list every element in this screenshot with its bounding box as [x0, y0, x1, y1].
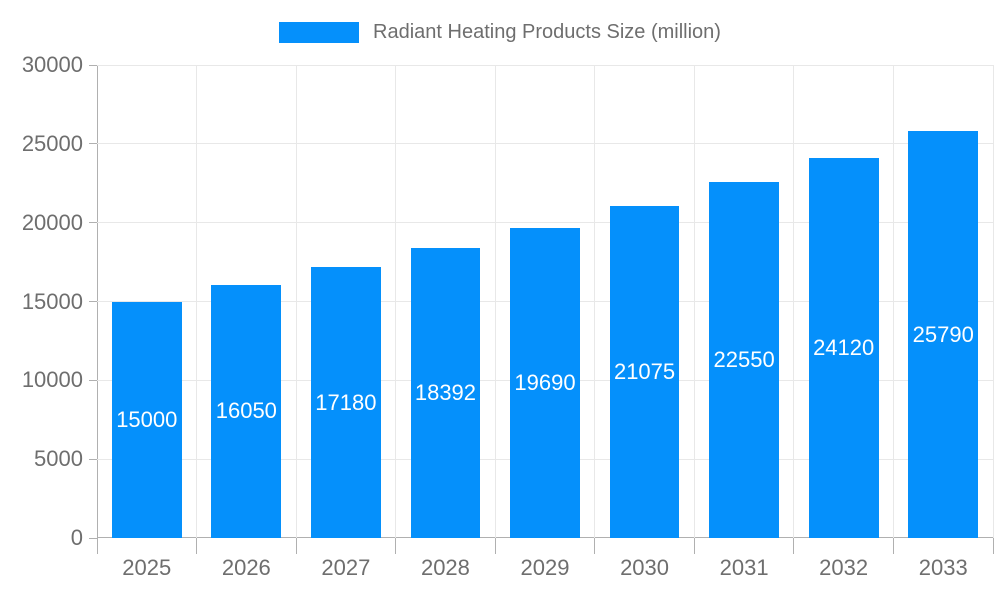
- x-axis-tick: [992, 538, 994, 554]
- bar-2028[interactable]: [410, 248, 481, 538]
- y-axis-label: 5000: [34, 446, 83, 472]
- y-axis-tick: [89, 143, 97, 145]
- bar-2033[interactable]: [908, 131, 979, 538]
- x-axis-label: 2027: [321, 555, 371, 580]
- y-axis-label: 15000: [21, 288, 83, 314]
- gridline-horizontal: [97, 143, 993, 145]
- x-axis-label: 2025: [122, 555, 172, 580]
- bar-value-label: 25790: [912, 321, 974, 347]
- gridline-vertical: [395, 65, 397, 538]
- y-axis-tick: [89, 301, 97, 302]
- y-axis-tick: [89, 458, 97, 460]
- gridline-vertical: [892, 65, 894, 538]
- gridline-vertical: [594, 65, 596, 538]
- y-axis-label: 30000: [21, 52, 83, 77]
- x-axis-tick: [793, 538, 795, 554]
- x-axis-tick: [594, 538, 596, 554]
- y-axis-tick: [89, 64, 97, 66]
- bar-value-label: 21075: [613, 358, 676, 384]
- y-axis-label: 25000: [21, 130, 83, 156]
- bar-value-label: 24120: [813, 334, 875, 360]
- y-axis-tick: [89, 222, 97, 224]
- bar-2032[interactable]: [808, 157, 879, 538]
- x-axis-tick: [693, 538, 695, 554]
- x-axis-label: 2033: [918, 555, 968, 580]
- x-axis-tick: [395, 538, 397, 554]
- legend-label: Radiant Heating Products Size (million): [373, 20, 721, 43]
- bar-value-label: 19690: [514, 369, 576, 395]
- x-axis-label: 2030: [620, 555, 670, 580]
- y-axis-label: 10000: [21, 367, 83, 393]
- x-axis-tick: [494, 538, 496, 554]
- x-axis-tick: [892, 538, 894, 554]
- legend-swatch-icon: [279, 21, 360, 43]
- y-axis-label: 0: [70, 525, 83, 550]
- y-axis-tick: [89, 537, 97, 539]
- y-axis-line: [97, 65, 98, 554]
- gridline-vertical: [992, 65, 994, 538]
- legend[interactable]: Radiant Heating Products Size (million): [0, 18, 1000, 46]
- gridline-vertical: [693, 65, 695, 538]
- bar-2027[interactable]: [311, 267, 381, 538]
- x-axis-tick: [295, 538, 297, 554]
- x-axis-tick: [96, 538, 98, 554]
- x-axis-label: 2032: [819, 555, 869, 580]
- gridline-vertical: [196, 65, 198, 538]
- bar-value-label: 17180: [315, 389, 377, 415]
- bar-2031[interactable]: [709, 182, 779, 538]
- x-axis-label: 2029: [520, 555, 570, 580]
- bar-2030[interactable]: [609, 205, 680, 538]
- gridline-horizontal: [97, 64, 993, 66]
- gridline-vertical: [793, 65, 795, 538]
- plot-area: 0 5000 10000 15000 20000 25000 30000 15000 2025 1…: [22, 53, 994, 580]
- bar-value-label: 16050: [215, 398, 277, 424]
- gridline-vertical: [295, 65, 297, 538]
- gridline-vertical: [494, 65, 496, 538]
- bar-value-label: 15000: [116, 406, 178, 432]
- x-axis-tick: [196, 538, 198, 554]
- x-axis-label: 2028: [420, 555, 470, 580]
- bar-value-label: 22550: [713, 347, 775, 373]
- bar-2026[interactable]: [211, 284, 282, 538]
- bar-2029[interactable]: [510, 227, 580, 538]
- bar-2025[interactable]: [111, 301, 182, 538]
- bar-value-label: 18392: [414, 380, 477, 405]
- y-axis-label: 20000: [21, 209, 83, 235]
- y-axis-tick: [89, 379, 97, 381]
- gridline-horizontal: [97, 222, 993, 224]
- x-axis-label: 2026: [221, 555, 271, 580]
- x-axis-label: 2031: [719, 555, 769, 580]
